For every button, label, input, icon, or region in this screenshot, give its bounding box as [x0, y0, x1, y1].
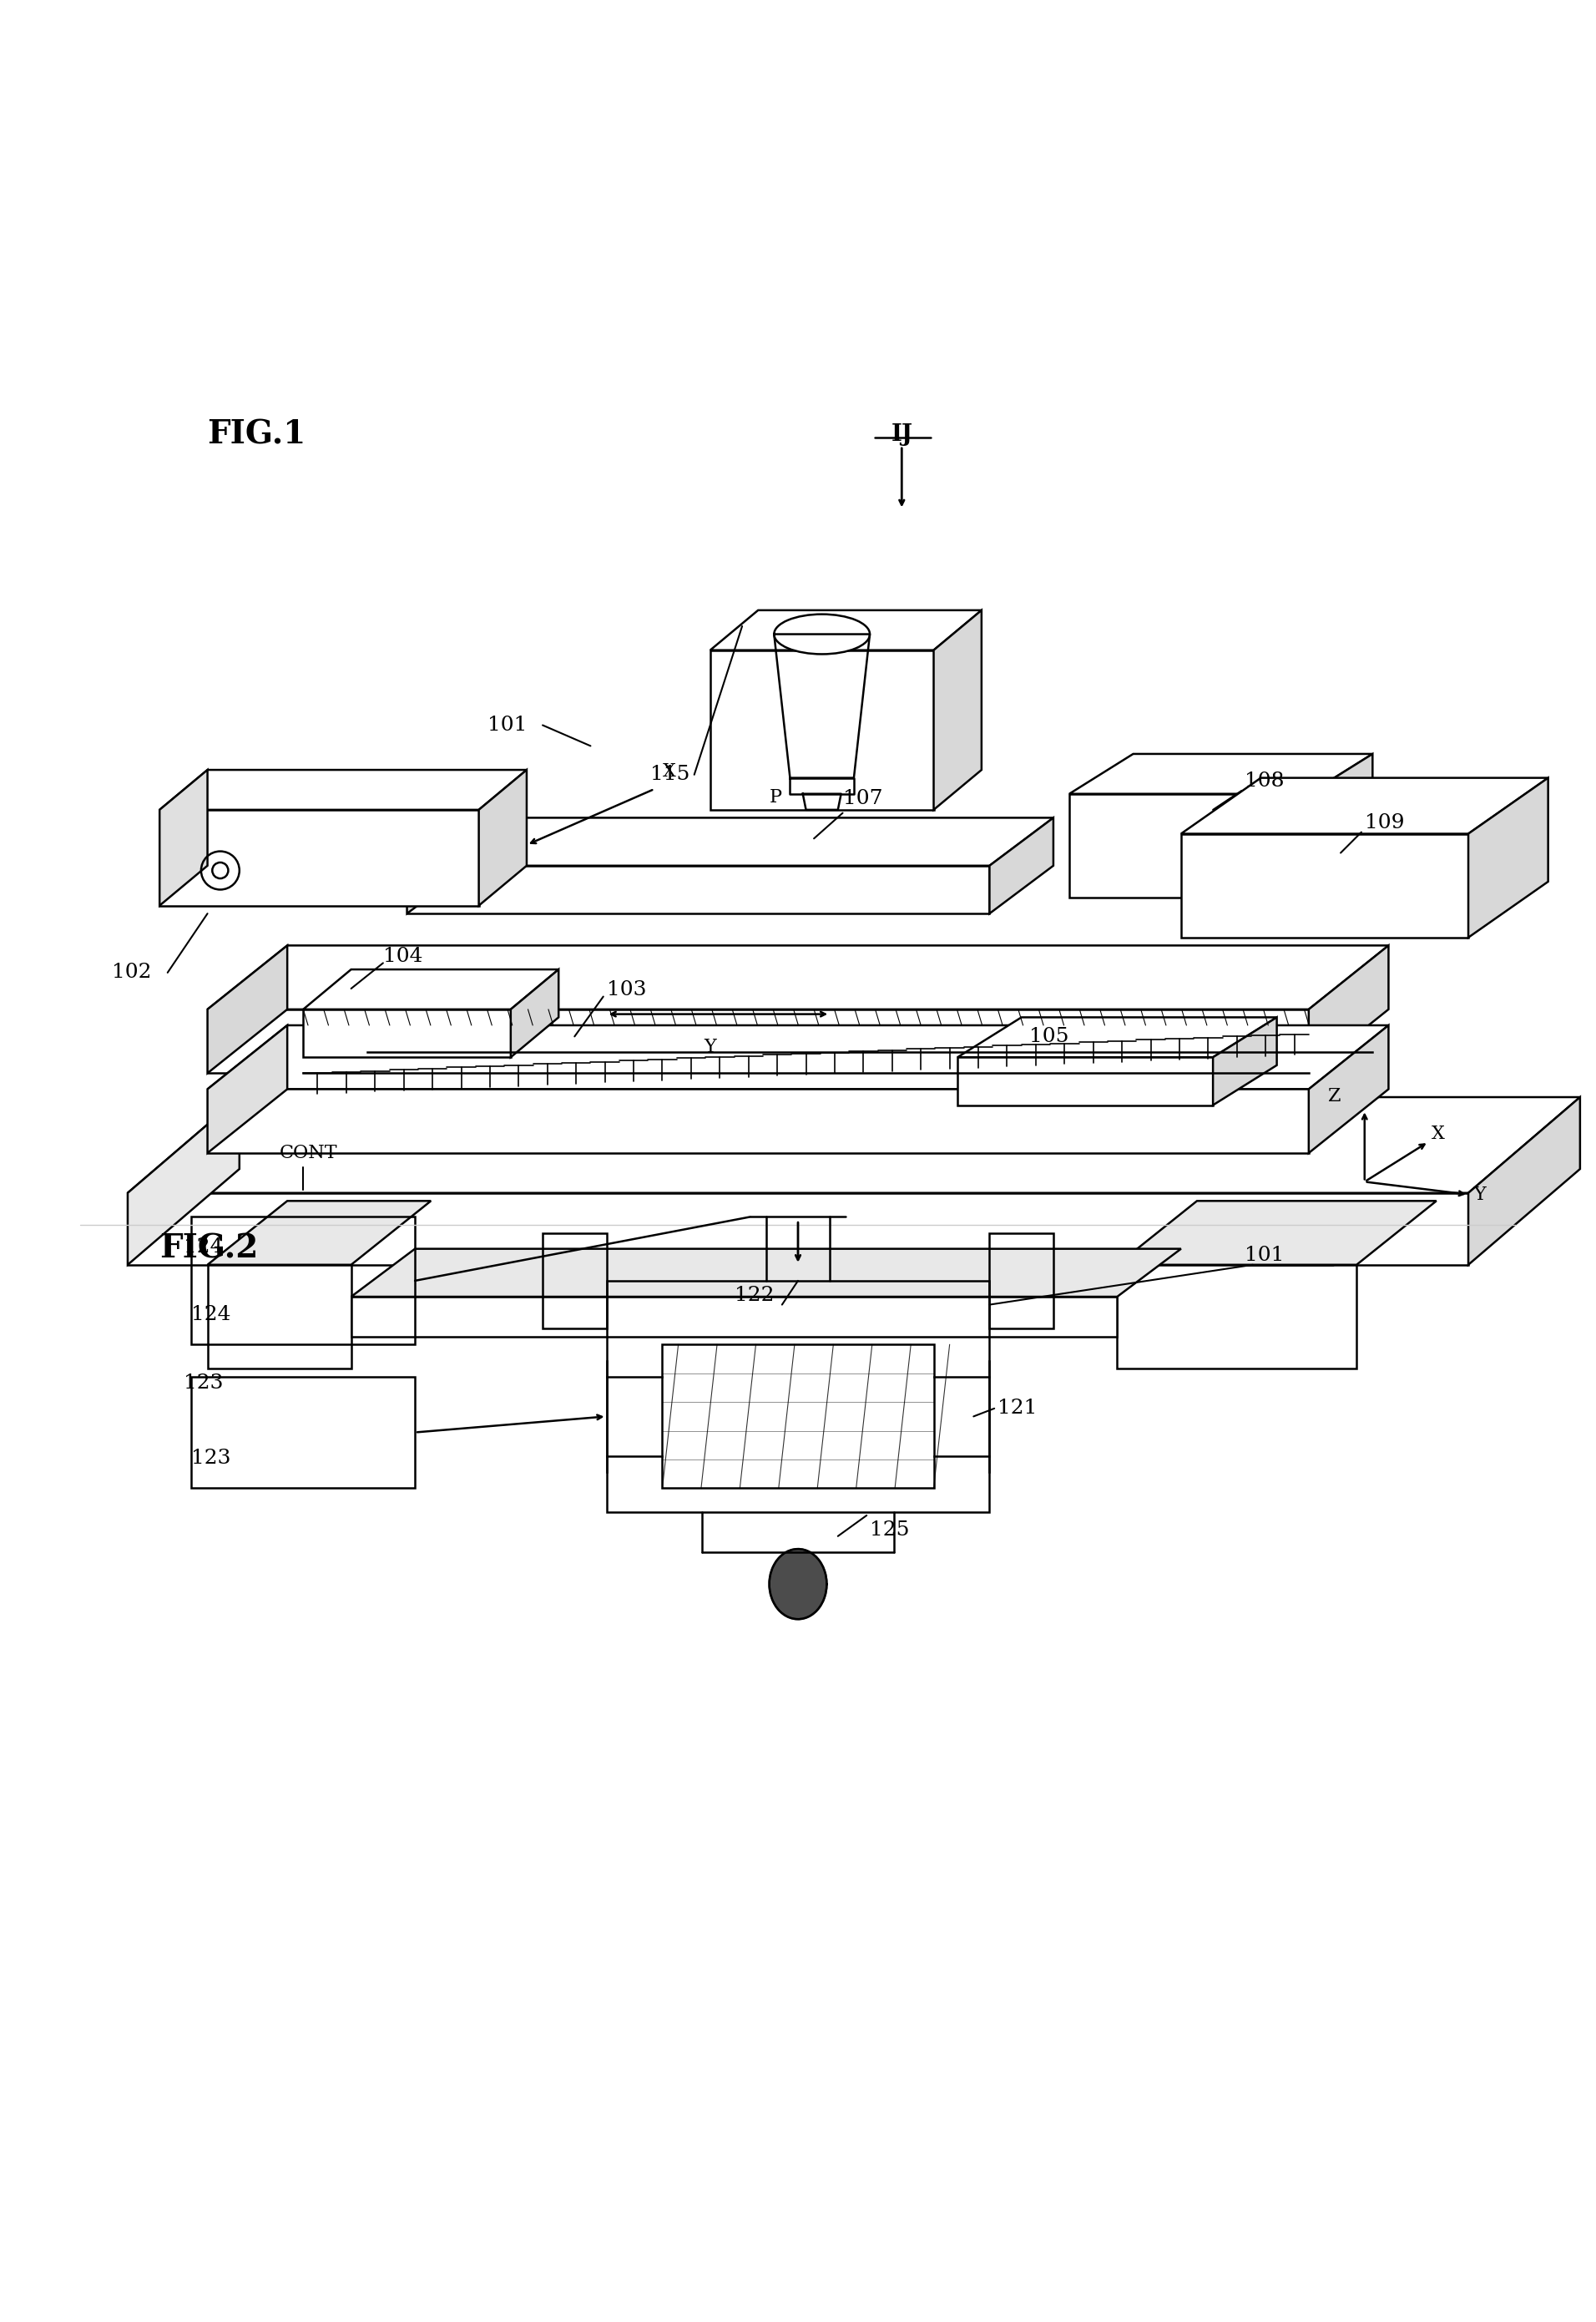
Polygon shape — [1213, 1017, 1277, 1105]
Text: 124: 124 — [184, 1238, 223, 1256]
Text: 124: 124 — [192, 1305, 231, 1324]
Polygon shape — [1468, 1096, 1580, 1265]
Bar — [990, 1233, 1053, 1328]
Polygon shape — [479, 771, 527, 906]
Polygon shape — [207, 1200, 431, 1265]
Text: 105: 105 — [1029, 1026, 1069, 1047]
Text: FIG.1: FIG.1 — [207, 418, 306, 450]
Polygon shape — [207, 1026, 1389, 1089]
Text: 108: 108 — [1245, 771, 1285, 792]
Text: FIG.2: FIG.2 — [160, 1233, 259, 1265]
Text: 101: 101 — [1245, 1245, 1285, 1265]
Polygon shape — [710, 611, 982, 650]
Polygon shape — [1181, 834, 1468, 938]
Text: Y: Y — [704, 1038, 717, 1057]
Text: Z: Z — [1328, 1087, 1341, 1105]
Bar — [543, 1233, 606, 1328]
Text: 101: 101 — [487, 715, 527, 734]
Polygon shape — [1309, 945, 1389, 1073]
Polygon shape — [160, 771, 527, 810]
Polygon shape — [351, 1296, 1117, 1337]
Polygon shape — [1181, 778, 1548, 834]
Text: 102: 102 — [112, 964, 152, 982]
Polygon shape — [207, 945, 1389, 1010]
Polygon shape — [128, 1096, 239, 1265]
Polygon shape — [128, 1194, 1468, 1265]
Polygon shape — [303, 968, 559, 1010]
Polygon shape — [128, 1096, 1580, 1194]
Text: X: X — [662, 762, 675, 780]
Polygon shape — [990, 817, 1053, 913]
Polygon shape — [160, 771, 207, 906]
Ellipse shape — [774, 615, 870, 655]
Polygon shape — [958, 1017, 1277, 1057]
Text: 123: 123 — [192, 1449, 231, 1468]
Polygon shape — [958, 1057, 1213, 1105]
Bar — [192, 1217, 415, 1344]
Polygon shape — [207, 1010, 1309, 1073]
Text: 122: 122 — [734, 1286, 774, 1305]
Polygon shape — [1309, 1026, 1389, 1154]
Polygon shape — [710, 650, 934, 810]
Ellipse shape — [769, 1549, 827, 1618]
Text: 109: 109 — [1365, 813, 1404, 831]
Polygon shape — [207, 945, 287, 1073]
Polygon shape — [407, 817, 471, 913]
Text: 125: 125 — [870, 1521, 910, 1539]
Polygon shape — [1309, 755, 1373, 899]
Polygon shape — [303, 1010, 511, 1057]
Polygon shape — [407, 866, 990, 913]
Polygon shape — [207, 1265, 351, 1368]
Polygon shape — [1117, 1200, 1436, 1265]
Polygon shape — [1069, 794, 1309, 899]
Bar — [606, 1282, 990, 1512]
Polygon shape — [160, 810, 479, 906]
Text: P: P — [769, 787, 782, 806]
Polygon shape — [934, 611, 982, 810]
Text: IJ: IJ — [891, 423, 913, 446]
Polygon shape — [407, 817, 1053, 866]
Text: CONT: CONT — [279, 1145, 337, 1163]
Text: 104: 104 — [383, 947, 423, 966]
Text: 121: 121 — [998, 1398, 1037, 1419]
Polygon shape — [207, 1026, 287, 1154]
Text: Y: Y — [1473, 1184, 1486, 1203]
Bar — [662, 1344, 934, 1488]
Polygon shape — [1069, 755, 1373, 794]
Polygon shape — [1117, 1265, 1357, 1368]
Polygon shape — [511, 968, 559, 1057]
Polygon shape — [1468, 778, 1548, 938]
Polygon shape — [207, 1089, 1309, 1154]
Bar — [192, 1377, 415, 1488]
Polygon shape — [351, 1249, 1181, 1296]
Text: X: X — [1432, 1124, 1444, 1142]
Text: 115: 115 — [650, 764, 689, 785]
Text: 123: 123 — [184, 1372, 223, 1393]
Text: 107: 107 — [843, 789, 883, 808]
Text: 103: 103 — [606, 980, 646, 1001]
